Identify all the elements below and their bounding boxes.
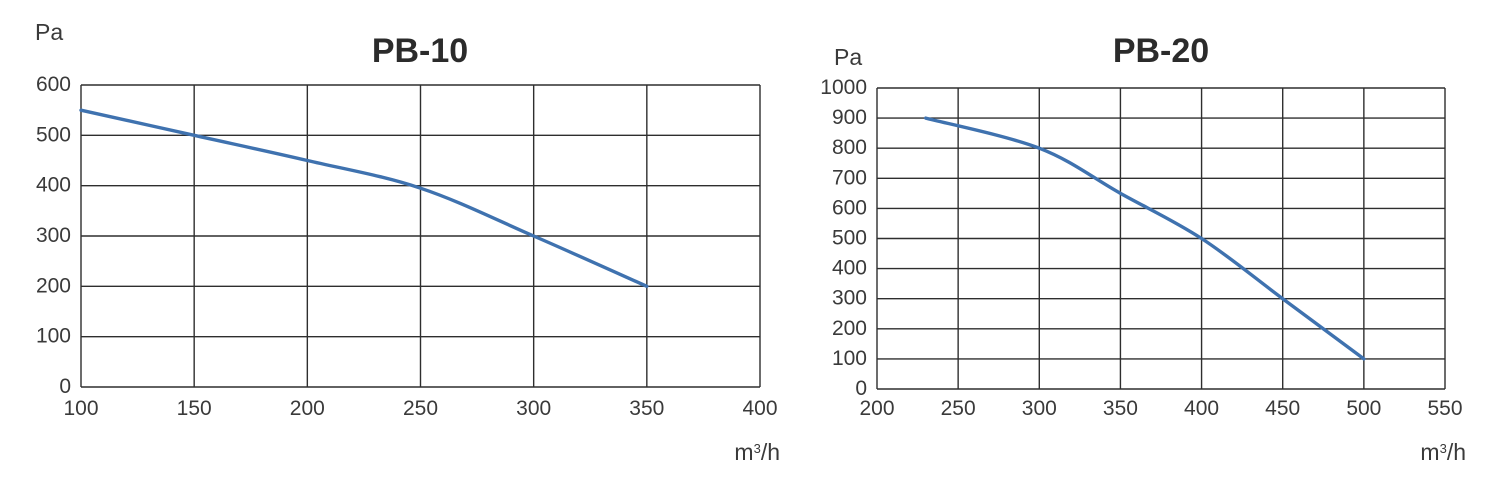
svg-text:350: 350: [629, 397, 664, 420]
svg-text:100: 100: [63, 397, 98, 420]
svg-text:m3/h: m3/h: [1420, 439, 1466, 465]
svg-text:500: 500: [832, 227, 867, 250]
svg-text:PB-10: PB-10: [372, 32, 468, 70]
svg-text:550: 550: [1427, 397, 1462, 420]
svg-text:500: 500: [1346, 397, 1381, 420]
svg-text:200: 200: [36, 274, 71, 297]
svg-text:350: 350: [1103, 397, 1138, 420]
svg-text:300: 300: [832, 287, 867, 310]
svg-text:m3/h: m3/h: [734, 439, 780, 465]
svg-text:200: 200: [290, 397, 325, 420]
svg-text:150: 150: [177, 397, 212, 420]
svg-text:400: 400: [36, 174, 71, 197]
svg-text:1000: 1000: [820, 76, 867, 99]
svg-text:900: 900: [832, 106, 867, 129]
svg-text:Pa: Pa: [35, 19, 63, 45]
svg-text:PB-20: PB-20: [1113, 32, 1209, 70]
svg-text:0: 0: [59, 375, 71, 398]
svg-text:400: 400: [742, 397, 777, 420]
svg-text:200: 200: [832, 317, 867, 340]
svg-text:250: 250: [403, 397, 438, 420]
svg-text:250: 250: [941, 397, 976, 420]
svg-text:700: 700: [832, 166, 867, 189]
svg-text:300: 300: [36, 224, 71, 247]
svg-text:600: 600: [36, 73, 71, 96]
svg-text:600: 600: [832, 196, 867, 219]
svg-text:200: 200: [859, 397, 894, 420]
svg-text:100: 100: [832, 347, 867, 370]
svg-text:800: 800: [832, 136, 867, 159]
svg-text:Pa: Pa: [834, 44, 862, 70]
svg-text:400: 400: [1184, 397, 1219, 420]
svg-text:300: 300: [516, 397, 551, 420]
svg-text:100: 100: [36, 325, 71, 348]
svg-text:450: 450: [1265, 397, 1300, 420]
svg-text:300: 300: [1022, 397, 1057, 420]
svg-text:500: 500: [36, 123, 71, 146]
svg-text:400: 400: [832, 257, 867, 280]
